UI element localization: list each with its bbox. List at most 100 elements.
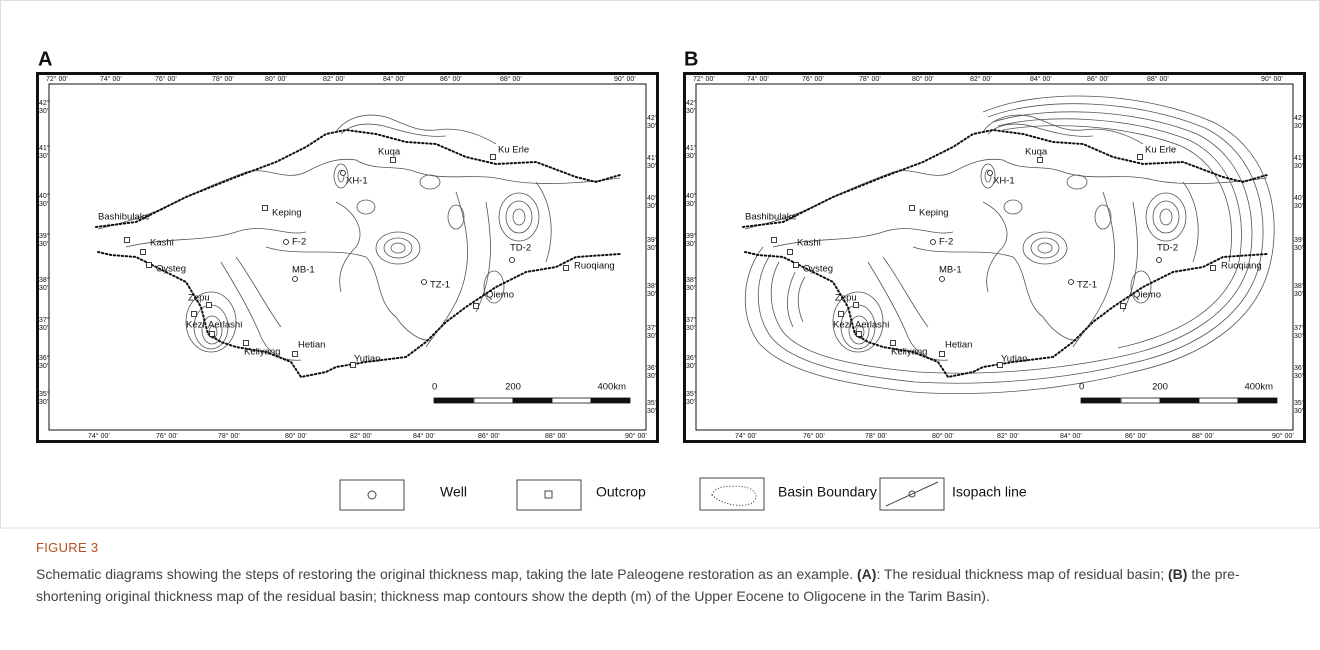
place-label: TZ-1 (1077, 280, 1097, 291)
caption-label: FIGURE 3 (36, 540, 98, 555)
scale-label: 400km (1244, 382, 1273, 393)
caption-text: : The residual thickness map of residual… (876, 566, 1168, 582)
lon-tick-label: 74° 00' (88, 432, 110, 440)
scale-bar-segment (1121, 398, 1160, 403)
scale-bar-segment (1199, 398, 1238, 403)
scale-label: 200 (1152, 382, 1168, 393)
lat-tick-label: 30' (1294, 245, 1303, 252)
lat-tick-label: 30' (1294, 408, 1303, 415)
well-marker (422, 280, 427, 285)
map-panel: 72° 00'74° 00'76° 00'78° 00'80° 00'82° 0… (685, 74, 1305, 442)
lon-tick-label: 74° 00' (100, 75, 122, 83)
outcrop-marker (772, 238, 777, 243)
outcrop-marker (564, 266, 569, 271)
place-label: Ku Erle (1145, 145, 1176, 156)
place-label: Kezi (186, 320, 204, 331)
place-label: Kuqa (378, 147, 401, 158)
lon-tick-label: 80° 00' (285, 432, 307, 440)
lat-tick-label: 41° (39, 144, 50, 152)
lon-tick-label: 88° 00' (1192, 432, 1214, 440)
place-label: F-2 (292, 237, 306, 248)
panel-label: B (684, 48, 698, 70)
place-label: Bashibulake (745, 212, 797, 223)
scale-label: 0 (1079, 382, 1084, 393)
lat-tick-label: 30' (647, 373, 656, 380)
lat-tick-label: 30' (647, 163, 656, 170)
lon-tick-label: 76° 00' (803, 432, 825, 440)
lat-tick-label: 37° (647, 324, 658, 332)
lon-tick-label: 86° 00' (1087, 75, 1109, 83)
scale-bar-segment (474, 398, 513, 403)
lat-tick-label: 39° (647, 236, 658, 244)
outcrop-marker (1138, 155, 1143, 160)
caption-text: Schematic diagrams showing the steps of … (36, 566, 857, 582)
lat-tick-label: 36° (686, 354, 697, 362)
outcrop-marker (940, 352, 945, 357)
lon-tick-label: 84° 00' (383, 75, 405, 83)
place-label: Kashi (797, 238, 821, 249)
outcrop-marker (141, 250, 146, 255)
place-label: Oysteg (156, 264, 186, 275)
scale-label: 200 (505, 382, 521, 393)
panel-label: A (38, 48, 52, 70)
lon-tick-label: 84° 00' (413, 432, 435, 440)
lat-tick-label: 30' (686, 399, 695, 406)
outcrop-marker (263, 206, 268, 211)
figure: 72° 00'74° 00'76° 00'78° 00'80° 00'82° 0… (0, 0, 1320, 650)
caption-text: (A) (857, 566, 876, 582)
lat-tick-label: 30' (647, 333, 656, 340)
lat-tick-label: 39° (1294, 236, 1305, 244)
place-label: Keliyang (891, 347, 927, 358)
caption-text: (B) (1168, 566, 1187, 582)
lat-tick-label: 41° (1294, 154, 1305, 162)
place-label: Ruoqiang (574, 261, 615, 272)
outcrop-marker (192, 312, 197, 317)
lat-tick-label: 30' (39, 153, 48, 160)
lat-tick-label: 37° (686, 316, 697, 324)
place-label: Kezi (833, 320, 851, 331)
place-label: MB-1 (292, 265, 315, 276)
outcrop-marker (839, 312, 844, 317)
outcrop-marker (1121, 304, 1126, 309)
scale-bar-segment (552, 398, 591, 403)
lat-tick-label: 30' (1294, 163, 1303, 170)
lat-tick-label: 30' (1294, 123, 1303, 130)
place-label: Ruoqiang (1221, 261, 1262, 272)
lat-tick-label: 30' (686, 153, 695, 160)
lon-tick-label: 74° 00' (747, 75, 769, 83)
scale-label: 0 (432, 382, 437, 393)
outcrop-marker (857, 332, 862, 337)
lat-tick-label: 39° (39, 232, 50, 240)
lat-tick-label: 40° (686, 192, 697, 200)
place-label: XH-1 (993, 176, 1015, 187)
lat-tick-label: 37° (1294, 324, 1305, 332)
legend-label: Well (440, 484, 467, 500)
scale-bar-segment (591, 398, 630, 403)
place-label: Qiemo (486, 290, 514, 301)
outcrop-marker (474, 304, 479, 309)
place-label: Aerlashi (208, 320, 242, 331)
lon-tick-label: 90° 00' (1272, 432, 1294, 440)
place-label: Kashi (150, 238, 174, 249)
lat-tick-label: 42° (1294, 114, 1305, 122)
outcrop-marker (244, 341, 249, 346)
lon-tick-label: 82° 00' (323, 75, 345, 83)
lat-tick-label: 36° (39, 354, 50, 362)
place-label: XH-1 (346, 176, 368, 187)
lat-tick-label: 30' (686, 241, 695, 248)
place-label: Oysteg (803, 264, 833, 275)
lat-tick-label: 30' (686, 363, 695, 370)
lon-tick-label: 78° 00' (218, 432, 240, 440)
lon-tick-label: 82° 00' (997, 432, 1019, 440)
place-label: Hetian (298, 340, 325, 351)
well-marker (293, 277, 298, 282)
lat-tick-label: 40° (647, 194, 658, 202)
lon-tick-label: 86° 00' (1125, 432, 1147, 440)
place-label: TD-2 (1157, 243, 1178, 254)
lat-tick-label: 30' (647, 291, 656, 298)
lon-tick-label: 90° 00' (625, 432, 647, 440)
lat-tick-label: 40° (39, 192, 50, 200)
lon-tick-label: 76° 00' (155, 75, 177, 83)
well-marker (284, 240, 289, 245)
scale-bar-segment (1238, 398, 1277, 403)
